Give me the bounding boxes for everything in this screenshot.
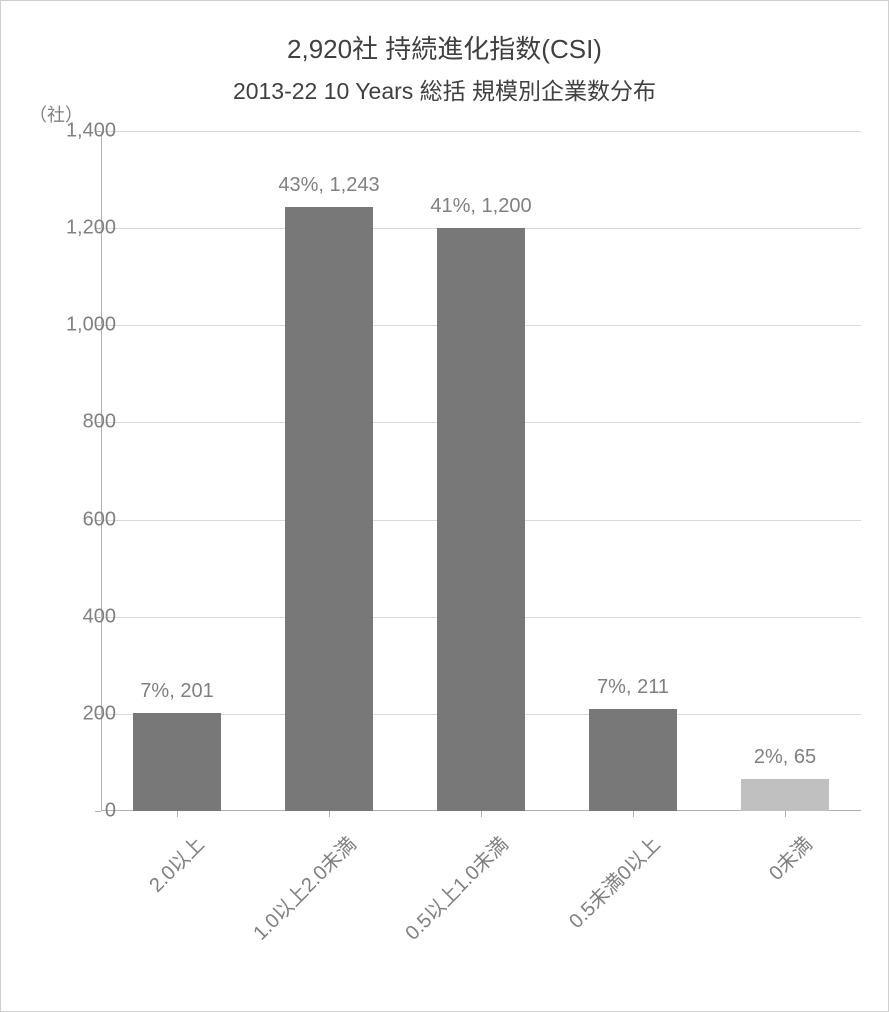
x-tick-label: 2.0以上: [83, 829, 210, 956]
y-tick-label: 400: [83, 605, 116, 628]
x-tick-label: 0.5以上1.0未満: [387, 829, 514, 956]
plot-area: 7%, 201 43%, 1,243 41%, 1,200 7%, 211 2%, 65: [101, 131, 861, 811]
bar: [741, 779, 829, 811]
bar: [285, 207, 373, 811]
bar-data-label: 2%, 65: [754, 746, 816, 769]
x-tick-mark: [785, 811, 786, 817]
chart-title: 2,920社 持続進化指数(CSI): [1, 29, 888, 66]
chart-title-area: 2,920社 持続進化指数(CSI) 2013-22 10 Years 総括 規…: [1, 1, 888, 106]
x-tick-label: 1.0以上2.0未満: [235, 829, 362, 956]
chart-subtitle: 2013-22 10 Years 総括 規模別企業数分布: [1, 72, 888, 106]
bar-data-label: 7%, 201: [140, 680, 213, 703]
y-tick-label: 1,000: [66, 314, 116, 337]
x-tick-label: 0.5未満0以上: [539, 829, 666, 956]
bar: [133, 713, 221, 811]
y-tick-label: 800: [83, 411, 116, 434]
bar: [589, 709, 677, 811]
y-tick-label: 200: [83, 702, 116, 725]
y-tick-label: 0: [105, 800, 116, 823]
bar: [437, 228, 525, 811]
x-tick-mark: [177, 811, 178, 817]
bar-data-label: 7%, 211: [597, 676, 669, 699]
y-tick-mark: [95, 811, 101, 812]
x-tick-mark: [329, 811, 330, 817]
bar-data-label: 41%, 1,200: [430, 195, 531, 218]
x-tick-mark: [481, 811, 482, 817]
chart-container: 2,920社 持続進化指数(CSI) 2013-22 10 Years 総括 規…: [0, 0, 889, 1012]
y-tick-label: 1,200: [66, 217, 116, 240]
bar-data-label: 43%, 1,243: [278, 174, 379, 197]
x-tick-label: 0未満: [691, 829, 818, 956]
gridline: [101, 131, 861, 132]
y-tick-label: 600: [83, 508, 116, 531]
x-tick-mark: [633, 811, 634, 817]
y-tick-label: 1,400: [66, 120, 116, 143]
